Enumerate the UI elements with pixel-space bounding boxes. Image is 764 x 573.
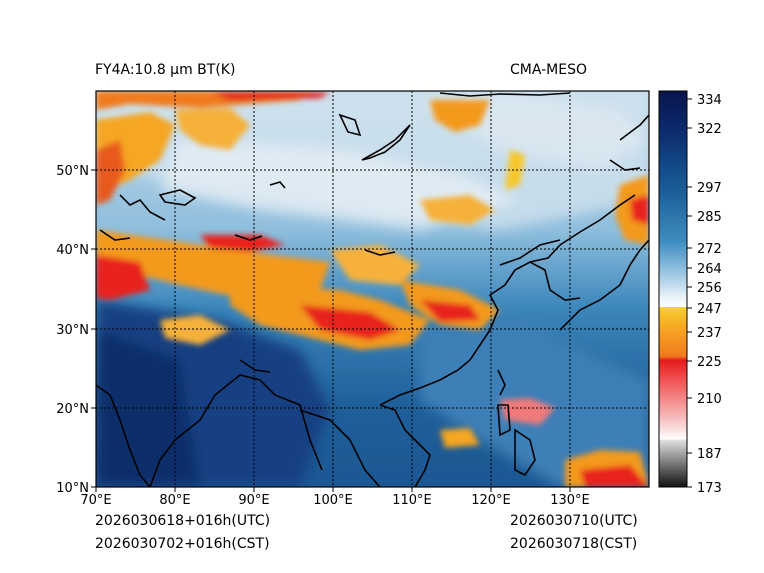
lon-label: 100°E [313, 493, 353, 508]
cold-cloud-tops [96, 91, 649, 487]
lon-label: 110°E [392, 493, 432, 508]
lon-label: 80°E [159, 493, 190, 508]
colorbar-tick-label: 264 [697, 262, 722, 277]
init-time-cst: 2026030702+016h(CST) [95, 536, 270, 552]
colorbar-tick-label: 285 [697, 210, 722, 225]
colorbar-ticks: 334 322 297 285 272 264 256 247 237 225 210 187 173 [687, 93, 722, 496]
colorbar-tick-label: 210 [697, 392, 722, 407]
gridlines [96, 91, 649, 487]
colorbar-tick-label: 173 [697, 481, 722, 496]
lon-label: 120°E [471, 493, 511, 508]
longitude-labels: 70°E 80°E 90°E 100°E 110°E 120°E 130°E [80, 493, 589, 508]
colorbar-tick-label: 225 [697, 355, 722, 370]
valid-time-utc: 2026030710(UTC) [510, 513, 638, 529]
lat-label: 20°N [56, 402, 89, 417]
coastlines [96, 92, 649, 487]
map-title: FY4A:10.8 µm BT(K) [95, 62, 236, 78]
map-frame [95, 90, 650, 488]
colorbar [658, 90, 688, 488]
colorbar-tick-label: 334 [697, 93, 722, 108]
colorbar-tick-label: 322 [697, 122, 722, 137]
latitude-labels: 10°N 20°N 30°N 40°N 50°N [56, 164, 89, 496]
lon-label: 130°E [550, 493, 590, 508]
lon-label: 70°E [80, 493, 111, 508]
colorbar-tick-label: 272 [697, 242, 722, 257]
lat-label: 50°N [56, 164, 89, 179]
colorbar-tick-label: 247 [697, 302, 722, 317]
lat-label: 10°N [56, 481, 89, 496]
valid-time-cst: 2026030718(CST) [510, 536, 638, 552]
init-time-utc: 2026030618+016h(UTC) [95, 513, 271, 529]
colorbar-tick-label: 256 [697, 281, 722, 296]
map-plot-area [96, 91, 649, 487]
colorbar-tick-label: 297 [697, 181, 722, 196]
lon-label: 90°E [238, 493, 269, 508]
lat-label: 40°N [56, 243, 89, 258]
axis-ticks [91, 169, 571, 492]
colorbar-tick-label: 187 [697, 447, 722, 462]
lat-label: 30°N [56, 323, 89, 338]
colorbar-tick-label: 237 [697, 326, 722, 341]
model-name: CMA-MESO [510, 62, 588, 78]
